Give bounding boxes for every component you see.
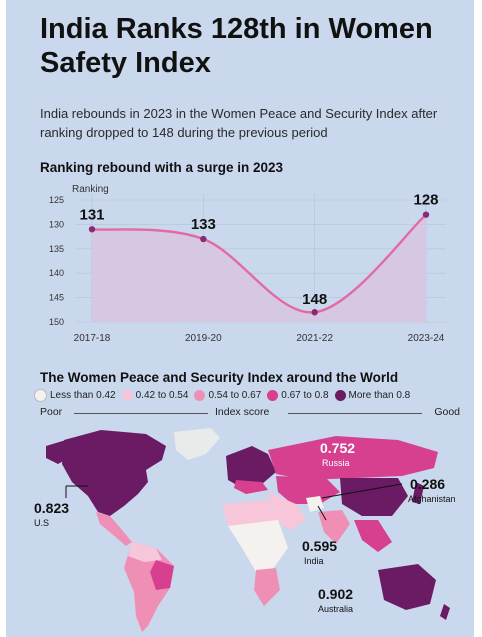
- data-point: [422, 211, 430, 218]
- map-europe-south: [234, 480, 268, 494]
- x-tick-label: 2023-24: [408, 333, 445, 344]
- data-label: 128: [413, 192, 438, 209]
- map-india: [318, 510, 350, 544]
- callout-india-label: India: [304, 556, 324, 566]
- legend-item: 0.67 to 0.8: [267, 390, 329, 401]
- map-new-zealand: [440, 604, 450, 620]
- world-map: [46, 428, 450, 632]
- callout-russia-value: 0.752: [320, 440, 356, 456]
- callout-us-label: U.S: [34, 518, 50, 528]
- legend-label: 0.67 to 0.8: [281, 390, 329, 401]
- callout-afghanistan-label: Afghanistan: [408, 494, 456, 504]
- map-africa-south: [254, 568, 280, 606]
- y-tick-label: 135: [49, 244, 64, 254]
- y-axis-label: Ranking: [72, 184, 109, 195]
- infographic-page: India Ranks 128th in Women Safety Index …: [6, 0, 474, 637]
- map-north-america: [62, 430, 166, 516]
- chart-heading: Ranking rebound with a surge in 2023: [40, 160, 284, 175]
- map-south-america-north: [128, 542, 162, 562]
- legend-item: 0.54 to 0.67: [194, 390, 261, 401]
- legend-swatch: [334, 390, 346, 401]
- x-tick-label: 2019-20: [185, 333, 222, 344]
- scale-mid-label: Index score: [215, 406, 270, 418]
- map-heading: The Women Peace and Security Index aroun…: [40, 370, 399, 385]
- map-southeast-asia: [354, 520, 392, 552]
- data-label: 133: [191, 216, 216, 233]
- series-area: [92, 214, 426, 322]
- callout-us-value: 0.823: [34, 500, 70, 516]
- map-africa-central: [228, 520, 288, 572]
- map-greenland: [174, 428, 220, 460]
- y-tick-label: 125: [49, 195, 64, 205]
- callout-australia-value: 0.902: [318, 586, 354, 602]
- series-line: [91, 213, 427, 314]
- legend-item: 0.42 to 0.54: [121, 390, 189, 401]
- callout-australia-label: Australia: [318, 604, 354, 614]
- legend-label: Less than 0.42: [50, 390, 116, 401]
- map-alaska: [46, 440, 72, 464]
- y-tick-label: 150: [49, 317, 64, 327]
- legend-item: Less than 0.42: [34, 389, 116, 402]
- x-tick-label: 2021-22: [296, 333, 333, 344]
- data-label: 148: [302, 291, 327, 308]
- map-australia: [378, 564, 436, 610]
- callout-russia-label: Russia: [322, 458, 350, 468]
- legend-swatch: [34, 389, 47, 402]
- legend-swatch: [121, 390, 133, 401]
- ranking-line-chart: Ranking 125 130 135 140 145 150 131 133 148 128 201…: [49, 184, 446, 344]
- y-tick-label: 140: [49, 268, 64, 278]
- map-europe: [226, 446, 276, 488]
- legend-label: 0.54 to 0.67: [208, 390, 262, 401]
- scale-arrow-left: [74, 413, 208, 414]
- y-tick-label: 130: [49, 219, 64, 229]
- x-tick-label: 2017-18: [74, 333, 111, 344]
- map-brazil-east: [150, 560, 174, 590]
- map-africa-north: [222, 500, 278, 528]
- map-china: [340, 478, 408, 516]
- data-point: [311, 309, 318, 316]
- map-legend: Less than 0.42 0.42 to 0.54 0.54 to 0.67 0.…: [34, 389, 474, 402]
- data-point: [200, 235, 207, 243]
- data-label: 131: [79, 206, 104, 223]
- callout-afghanistan-value: 0.286: [410, 476, 446, 492]
- legend-label: 0.42 to 0.54: [135, 390, 189, 401]
- scale-high-label: Good: [434, 406, 460, 418]
- page-subtitle: India rebounds in 2023 in the Women Peac…: [40, 106, 438, 140]
- callout-india-value: 0.595: [302, 538, 338, 554]
- legend-label: More than 0.8: [348, 390, 411, 401]
- scale-low-label: Poor: [40, 406, 63, 418]
- map-central-asia: [276, 476, 340, 504]
- map-russia: [268, 436, 438, 480]
- y-tick-label: 145: [49, 293, 64, 303]
- data-point: [88, 226, 96, 233]
- legend-item: More than 0.8: [334, 390, 411, 401]
- legend-swatch: [267, 390, 279, 401]
- page-title: India Ranks 128th in Women Safety Index: [40, 13, 433, 79]
- scale-arrow-right: [288, 413, 422, 414]
- index-scale: Poor Index score Good: [40, 406, 460, 420]
- legend-swatch: [194, 390, 206, 401]
- map-japan: [412, 482, 424, 504]
- map-central-america: [96, 512, 132, 546]
